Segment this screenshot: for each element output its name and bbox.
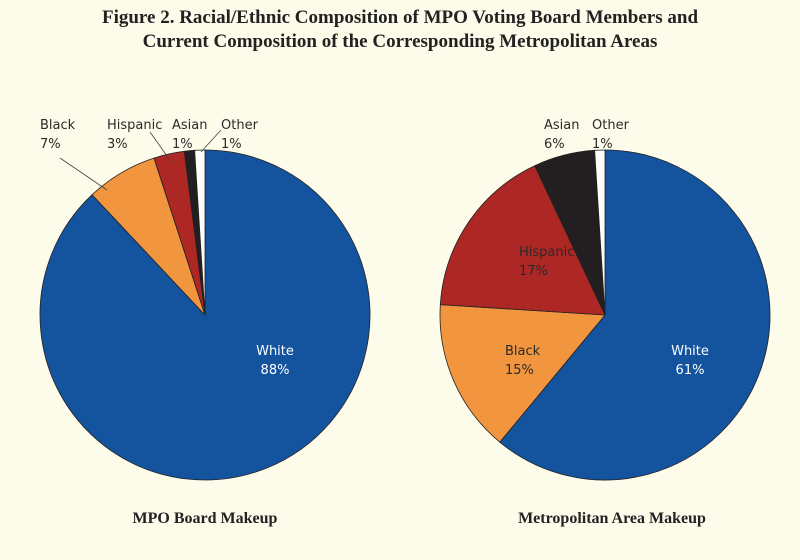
label-hispanic-name: Hispanic [107,118,162,133]
pie-mpo-board: White 88% Black 7% Hispanic 3% Asian 1% Other 1% [39,118,371,481]
label-hispanic-value: 17% [519,264,548,279]
leader-line-hispanic [149,131,173,164]
slice-other [194,149,206,316]
label-white-name: White [256,344,294,359]
left-chart-caption: MPO Board Makeup [132,510,278,527]
label-white-value: 61% [676,363,705,378]
title-line-2: Current Composition of the Corresponding… [142,31,658,52]
label-hispanic-value: 3% [107,137,128,152]
title-line-1: Figure 2. Racial/Ethnic Composition of M… [101,7,699,28]
label-asian-name: Asian [544,118,579,133]
label-white-value: 88% [261,363,290,378]
label-black-value: 15% [505,363,534,378]
label-asian-value: 6% [544,137,565,152]
label-white-name: White [671,344,709,359]
right-chart-caption: Metropolitan Area Makeup [518,510,706,527]
slice-hispanic [439,165,606,316]
label-black-name: Black [505,344,541,359]
pie-metro-area: White 61% Black 15% Hispanic 17% Asian 6% Other 1… [439,118,771,481]
label-other-value: 1% [221,137,242,152]
slice-white [499,149,771,481]
label-hispanic-name: Hispanic [519,245,574,260]
leader-line-other [200,129,222,153]
label-black-value: 7% [40,137,61,152]
slice-black [439,304,606,443]
label-other-name: Other [592,118,630,133]
label-black-name: Black [40,118,76,133]
leader-line-black [59,157,108,191]
slice-other [594,149,606,316]
label-other-value: 1% [592,137,613,152]
label-asian-value: 1% [172,137,193,152]
label-asian-name: Asian [172,118,207,133]
label-other-name: Other [221,118,259,133]
figure-title: Figure 2. Racial/Ethnic Composition of M… [0,6,800,54]
